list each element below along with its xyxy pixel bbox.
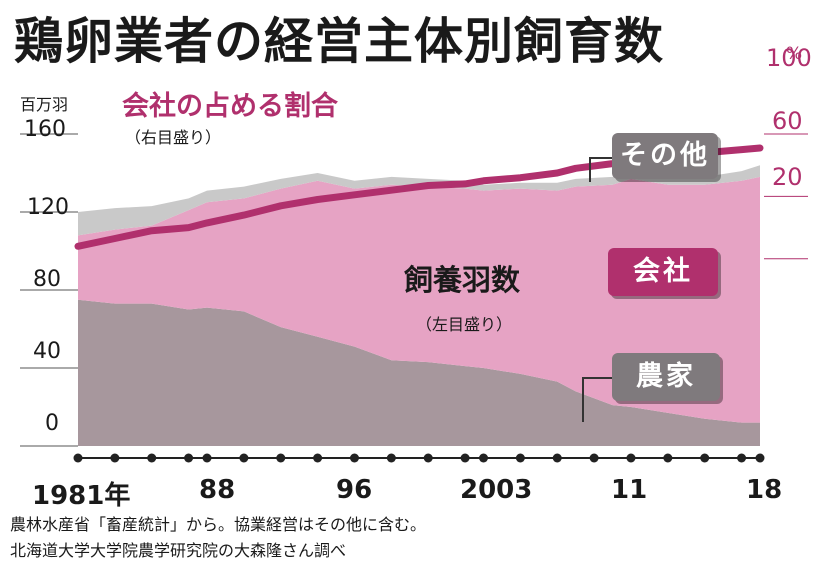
x-tick-dot	[386, 453, 396, 463]
ratio-scale-note: （右目盛り）	[125, 128, 222, 147]
x-tick-dot	[737, 453, 747, 463]
x-tick-dot	[460, 453, 470, 463]
right-axis-unit: %	[786, 44, 803, 64]
legend-company: 会社	[608, 248, 718, 296]
legend-other: その他	[612, 133, 718, 179]
x-tick-label: 11	[611, 475, 648, 505]
x-tick-dot	[184, 453, 194, 463]
x-tick-dot	[515, 453, 525, 463]
x-tick-dot	[423, 453, 433, 463]
x-tick-dot	[147, 453, 157, 463]
x-tick-dot	[479, 453, 489, 463]
right-tick-label: 20	[772, 163, 803, 191]
x-tick-label: 2003	[460, 475, 533, 505]
heads-scale-note: （左目盛り）	[416, 315, 513, 334]
left-tick-label: 120	[27, 195, 69, 220]
area-farmer	[78, 299, 760, 446]
area-company	[78, 176, 760, 423]
left-tick-label: 80	[33, 267, 61, 292]
source-note-line-2: 北海道大学大学院農学研究院の大森隆さん調べ	[10, 541, 347, 560]
leader-other	[589, 157, 612, 182]
x-tick-dot	[276, 453, 286, 463]
x-tick-dot	[700, 453, 710, 463]
stacked-area-group	[78, 165, 760, 446]
left-tick-label: 0	[45, 411, 59, 436]
x-tick-dot	[589, 453, 599, 463]
left-tick-label: 160	[24, 117, 66, 142]
leader-lines	[582, 157, 612, 422]
x-tick-dot	[755, 453, 765, 463]
ratio-series-label: 会社の占める割合	[122, 91, 338, 122]
x-tick-label: 96	[336, 475, 373, 505]
x-tick-dot	[239, 453, 249, 463]
x-tick-dot	[626, 453, 636, 463]
legend-farmer: 農家	[612, 353, 720, 401]
gridlines	[20, 133, 808, 447]
x-tick-dot	[73, 453, 83, 463]
x-tick-label: 88	[199, 475, 236, 505]
left-axis-unit: 百万羽	[20, 95, 69, 114]
x-tick-dot	[202, 453, 212, 463]
right-tick-label: 60	[772, 107, 803, 135]
source-note-line-1: 農林水産省「畜産統計」から。協業経営はその他に含む。	[10, 515, 427, 534]
right-tick-label: 100	[766, 44, 812, 72]
x-tick-dot	[313, 453, 323, 463]
area-other	[78, 165, 760, 236]
x-tick-dot	[110, 453, 120, 463]
x-axis	[73, 453, 765, 463]
x-tick-dot	[663, 453, 673, 463]
leader-farmer	[582, 377, 612, 422]
x-tick-label: 18	[746, 475, 783, 505]
heads-series-label: 飼養羽数	[404, 263, 521, 297]
left-tick-label: 40	[33, 339, 61, 364]
chart-title: 鶏卵業者の経営主体別飼育数	[14, 13, 665, 70]
x-tick-label: 1981年	[32, 481, 131, 511]
x-tick-dot	[552, 453, 562, 463]
x-tick-dot	[349, 453, 359, 463]
